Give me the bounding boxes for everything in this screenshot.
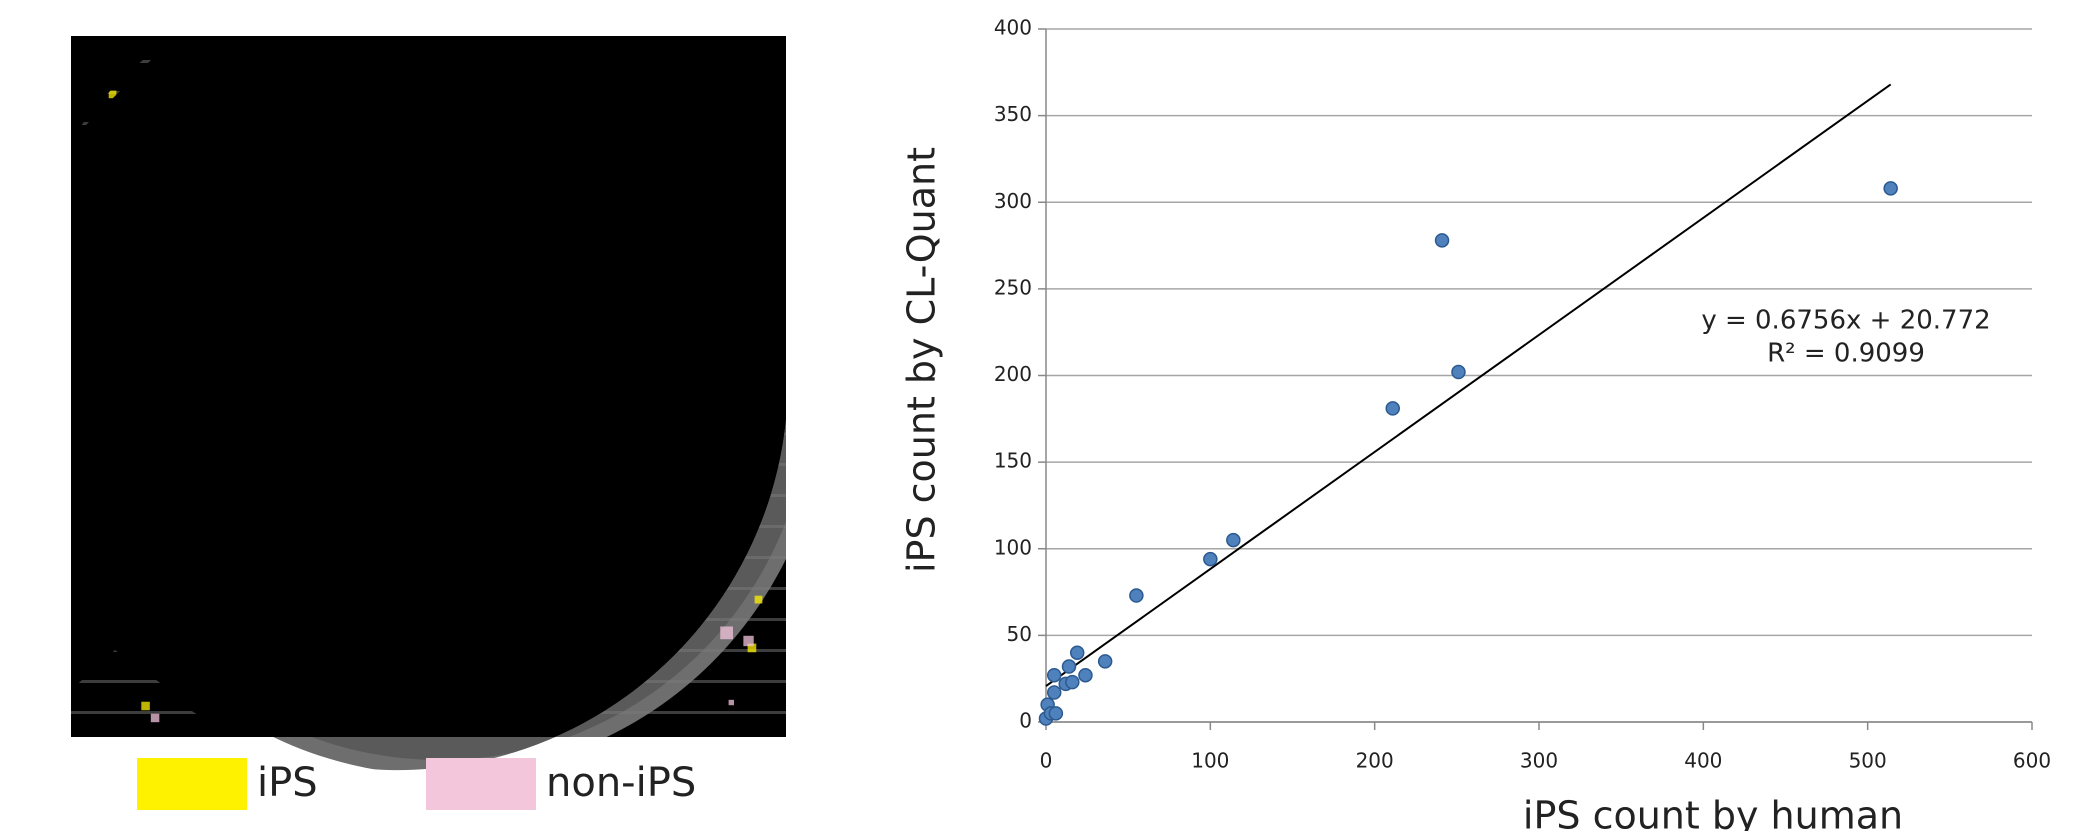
y-tick-label: 50 [1007,622,1032,646]
y-tick-label: 300 [994,189,1032,213]
point [1046,685,1062,700]
x-tick-label: 600 [2013,749,2051,773]
y-tick-label: 150 [994,449,1032,473]
x-tick-label: 300 [1520,749,1558,773]
x-tick-label: 0 [1040,749,1053,773]
point [1434,233,1450,248]
point [1883,181,1898,196]
legend-label: iPS [257,760,318,806]
x-tick-label: 400 [1684,749,1722,773]
point [1385,401,1400,416]
point [1097,654,1113,669]
point [1451,364,1466,380]
chart: iPS count by human iPS count by CL-Quant… [900,16,2052,835]
image-legend: iPS non-iPS [137,758,696,810]
point [1226,532,1241,548]
trendline [1045,83,1892,687]
colony-marker [720,626,734,640]
trendline-equation: y = 0.6756x + 20.772 [1701,306,1990,336]
r-squared: R² = 0.9099 [1767,339,1925,369]
micrograph-background [71,36,786,737]
legend-swatch [137,758,247,810]
point [1048,706,1064,721]
colony-marker [754,595,763,604]
point [1129,588,1144,603]
y-tick-label: 0 [1019,709,1032,733]
colony-marker [728,699,735,706]
colony-marker [141,701,150,711]
point [1078,667,1093,683]
legend-swatch [426,758,536,810]
point [1065,674,1080,690]
colony-marker [150,713,160,723]
point [1061,659,1077,674]
colony-marker [108,90,117,99]
colony-marker [747,643,757,653]
x-tick-label: 500 [1849,749,1887,773]
y-tick-label: 350 [994,102,1032,126]
y-tick-label: 250 [994,275,1032,299]
y-tick-label: 100 [994,535,1032,559]
y-axis-label: iPS count by CL-Quant [900,147,944,573]
point [1069,645,1085,660]
x-tick-label: 100 [1191,749,1229,773]
y-tick-label: 400 [994,16,1032,40]
x-axis-label: iPS count by human [1523,794,1903,832]
legend-label: non-iPS [546,760,696,806]
y-tick-label: 200 [994,362,1032,386]
point [1046,667,1062,683]
point [1203,551,1218,567]
x-tick-label: 200 [1356,749,1394,773]
micrograph [71,36,786,771]
colony-marker [743,635,754,647]
